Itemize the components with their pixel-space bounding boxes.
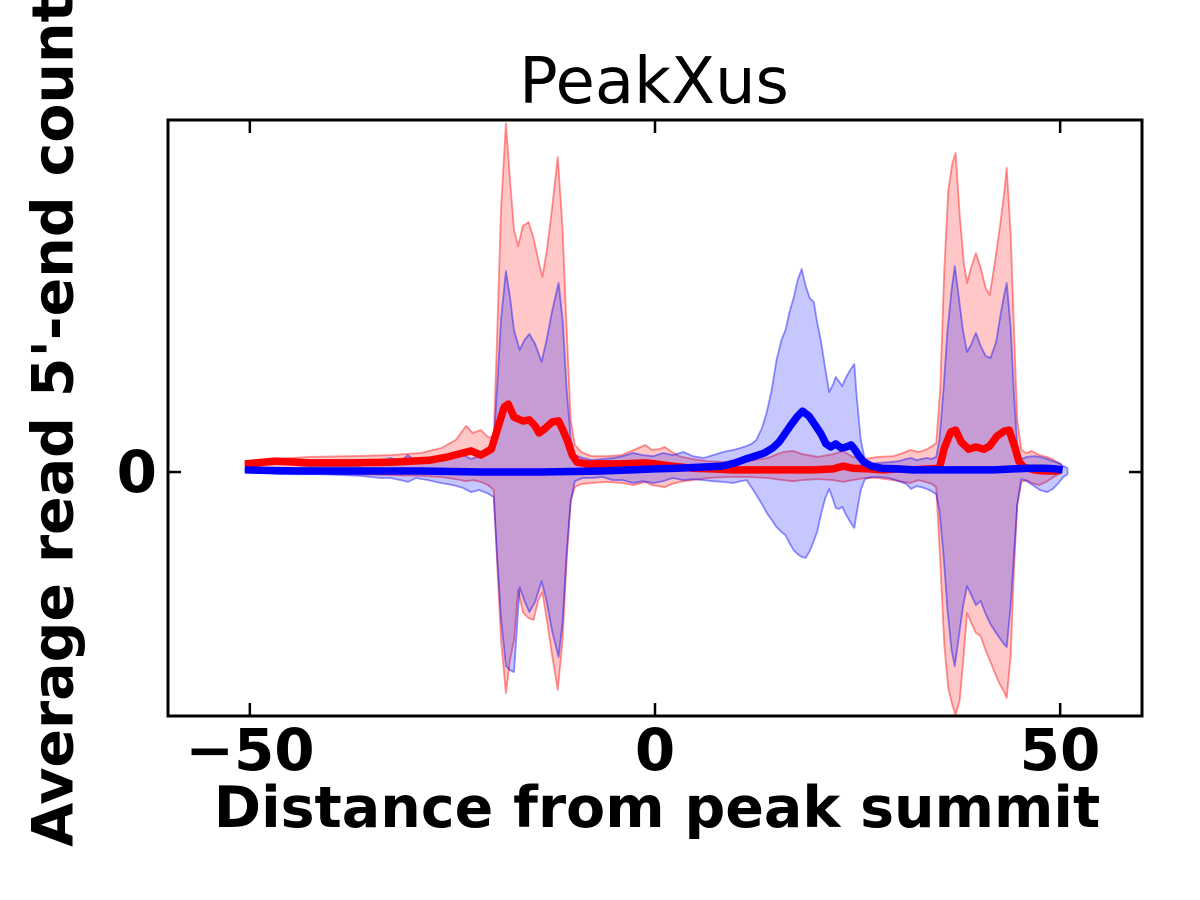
x-axis-label: Distance from peak summit xyxy=(213,775,1101,841)
x-tick-label-50: 50 xyxy=(1019,716,1101,784)
chart-title: PeakXus xyxy=(519,45,789,119)
x-tick-label-neg50: −50 xyxy=(185,716,315,784)
y-axis-label: Average read 5'-end count xyxy=(20,0,87,847)
y-tick-label-0: 0 xyxy=(116,438,157,506)
x-tick-label-0: 0 xyxy=(634,716,676,784)
